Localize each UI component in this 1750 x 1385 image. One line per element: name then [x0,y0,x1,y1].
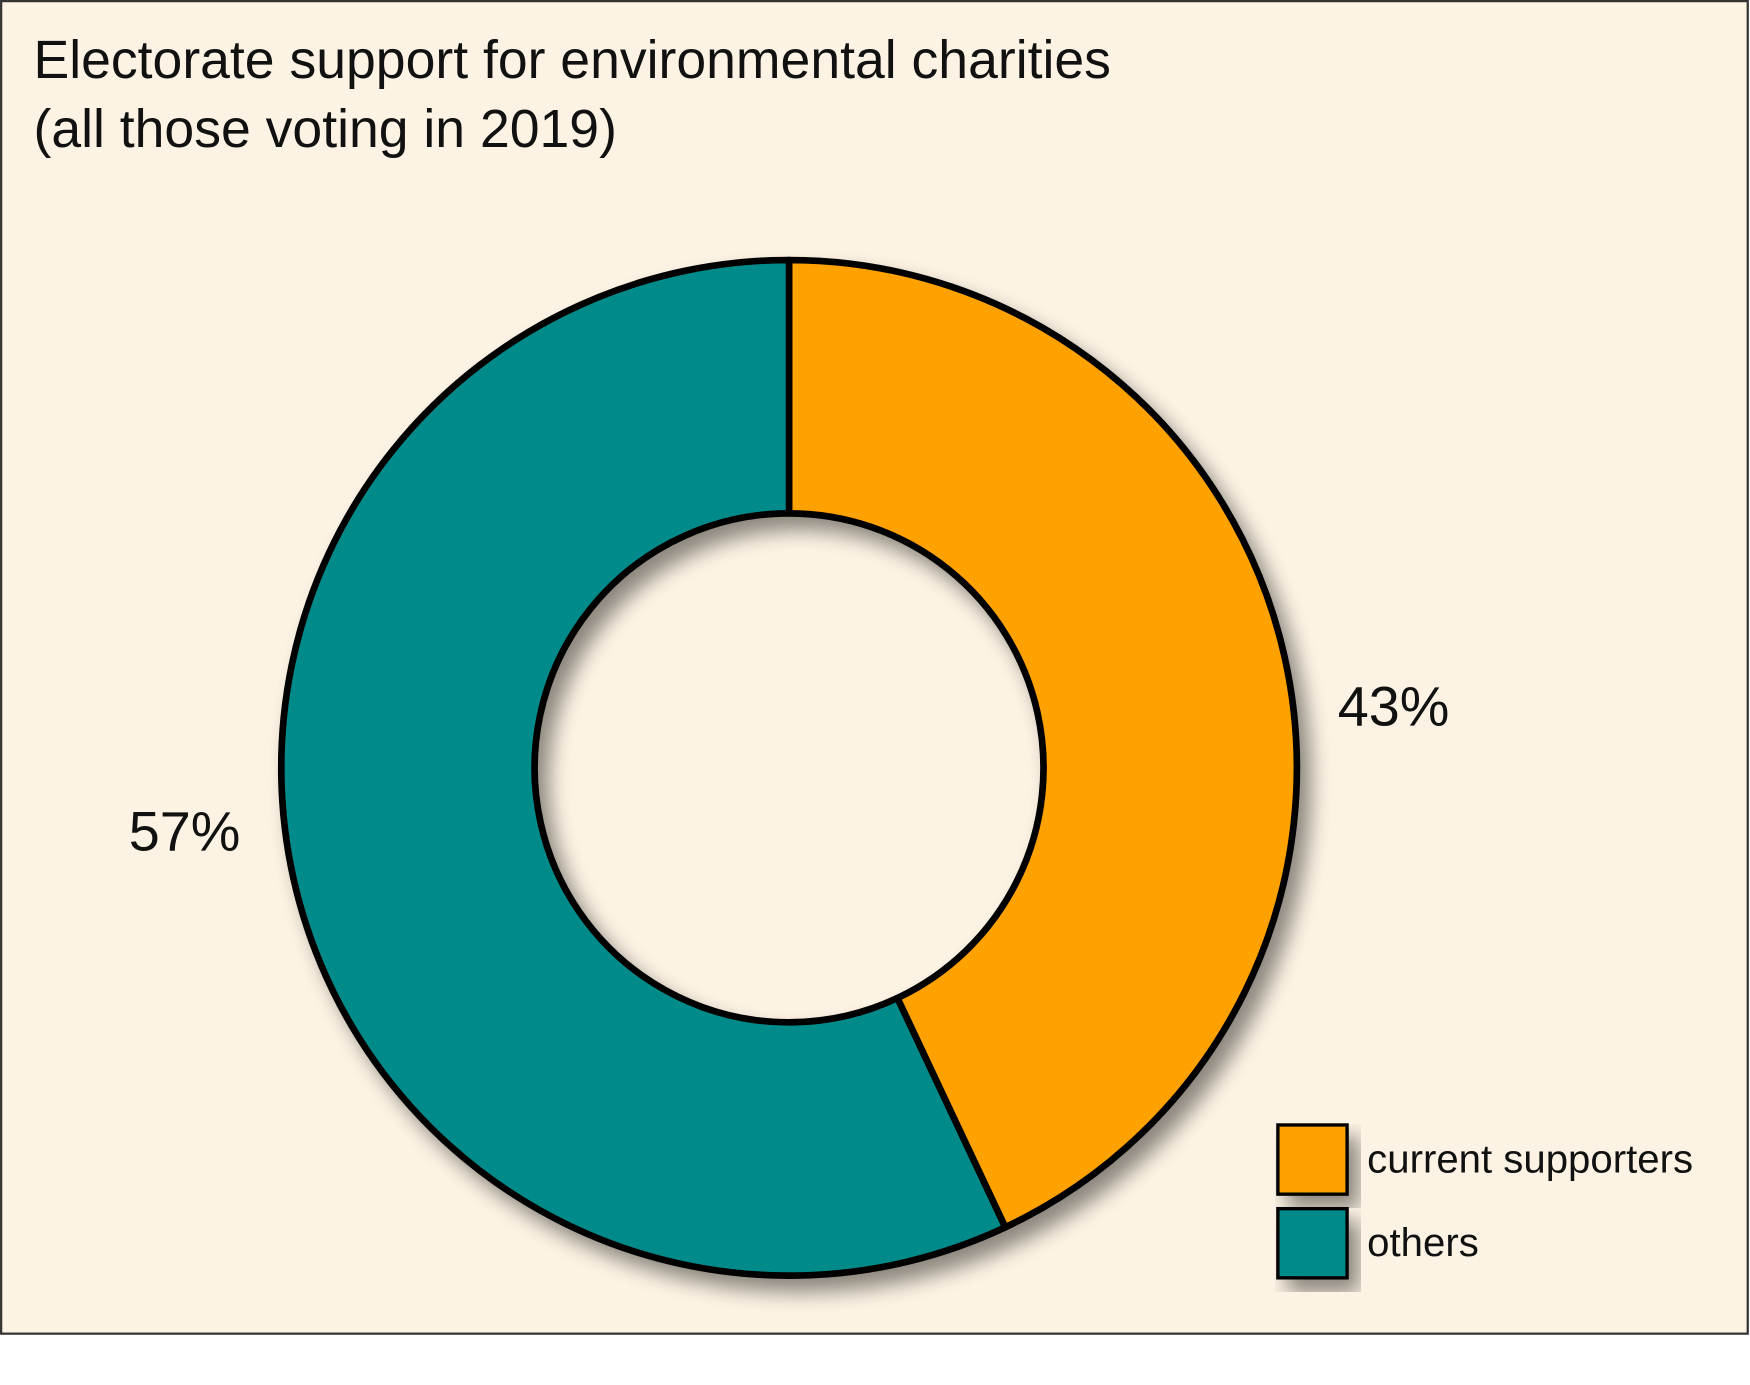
donut-slice [278,256,1009,1279]
legend-swatch [1276,1123,1349,1196]
donut [278,256,1301,1279]
legend-label: others [1367,1220,1479,1265]
legend-label: current supporters [1367,1136,1693,1181]
legend: current supporters others [1276,1123,1693,1280]
chart-subtitle: (all those voting in 2019) [34,100,617,159]
legend-swatch [1276,1206,1349,1280]
data-label: 57% [129,800,241,863]
chart-title: Electorate support for environmental cha… [34,31,1111,90]
donut-slice [785,256,1301,1231]
data-label: 43% [1338,675,1450,738]
